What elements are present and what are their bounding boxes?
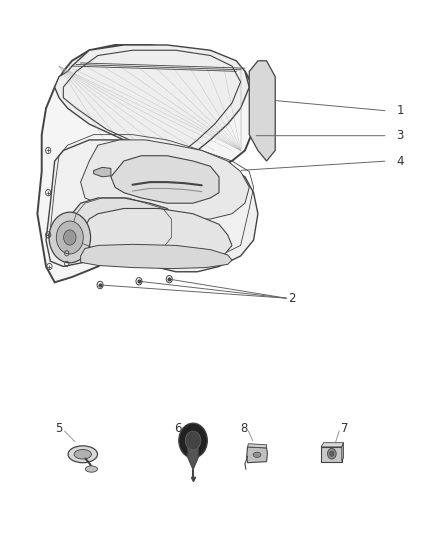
Circle shape xyxy=(49,212,91,263)
Circle shape xyxy=(185,431,201,450)
Polygon shape xyxy=(46,140,258,272)
Polygon shape xyxy=(55,45,249,161)
Text: 3: 3 xyxy=(396,129,404,142)
Circle shape xyxy=(328,448,336,459)
Polygon shape xyxy=(321,447,342,462)
Text: 5: 5 xyxy=(55,423,63,435)
Circle shape xyxy=(64,230,76,245)
Text: 7: 7 xyxy=(341,423,348,435)
Polygon shape xyxy=(81,140,249,219)
Polygon shape xyxy=(247,443,267,448)
Polygon shape xyxy=(247,447,268,463)
Circle shape xyxy=(330,451,334,456)
Text: 8: 8 xyxy=(240,423,248,435)
Polygon shape xyxy=(81,208,232,266)
Polygon shape xyxy=(94,167,111,177)
Polygon shape xyxy=(188,447,198,470)
Polygon shape xyxy=(81,244,232,269)
Polygon shape xyxy=(37,45,258,282)
Text: 1: 1 xyxy=(396,104,404,117)
Text: 4: 4 xyxy=(396,155,404,167)
Polygon shape xyxy=(111,156,219,203)
Polygon shape xyxy=(321,443,343,447)
Polygon shape xyxy=(64,198,176,261)
Circle shape xyxy=(57,221,83,254)
Ellipse shape xyxy=(68,446,98,463)
Polygon shape xyxy=(249,61,275,161)
Ellipse shape xyxy=(253,452,261,457)
Ellipse shape xyxy=(85,466,98,472)
Ellipse shape xyxy=(74,449,92,459)
Circle shape xyxy=(179,423,207,458)
Text: 6: 6 xyxy=(174,423,182,435)
Text: 2: 2 xyxy=(288,292,296,305)
Polygon shape xyxy=(342,443,343,462)
